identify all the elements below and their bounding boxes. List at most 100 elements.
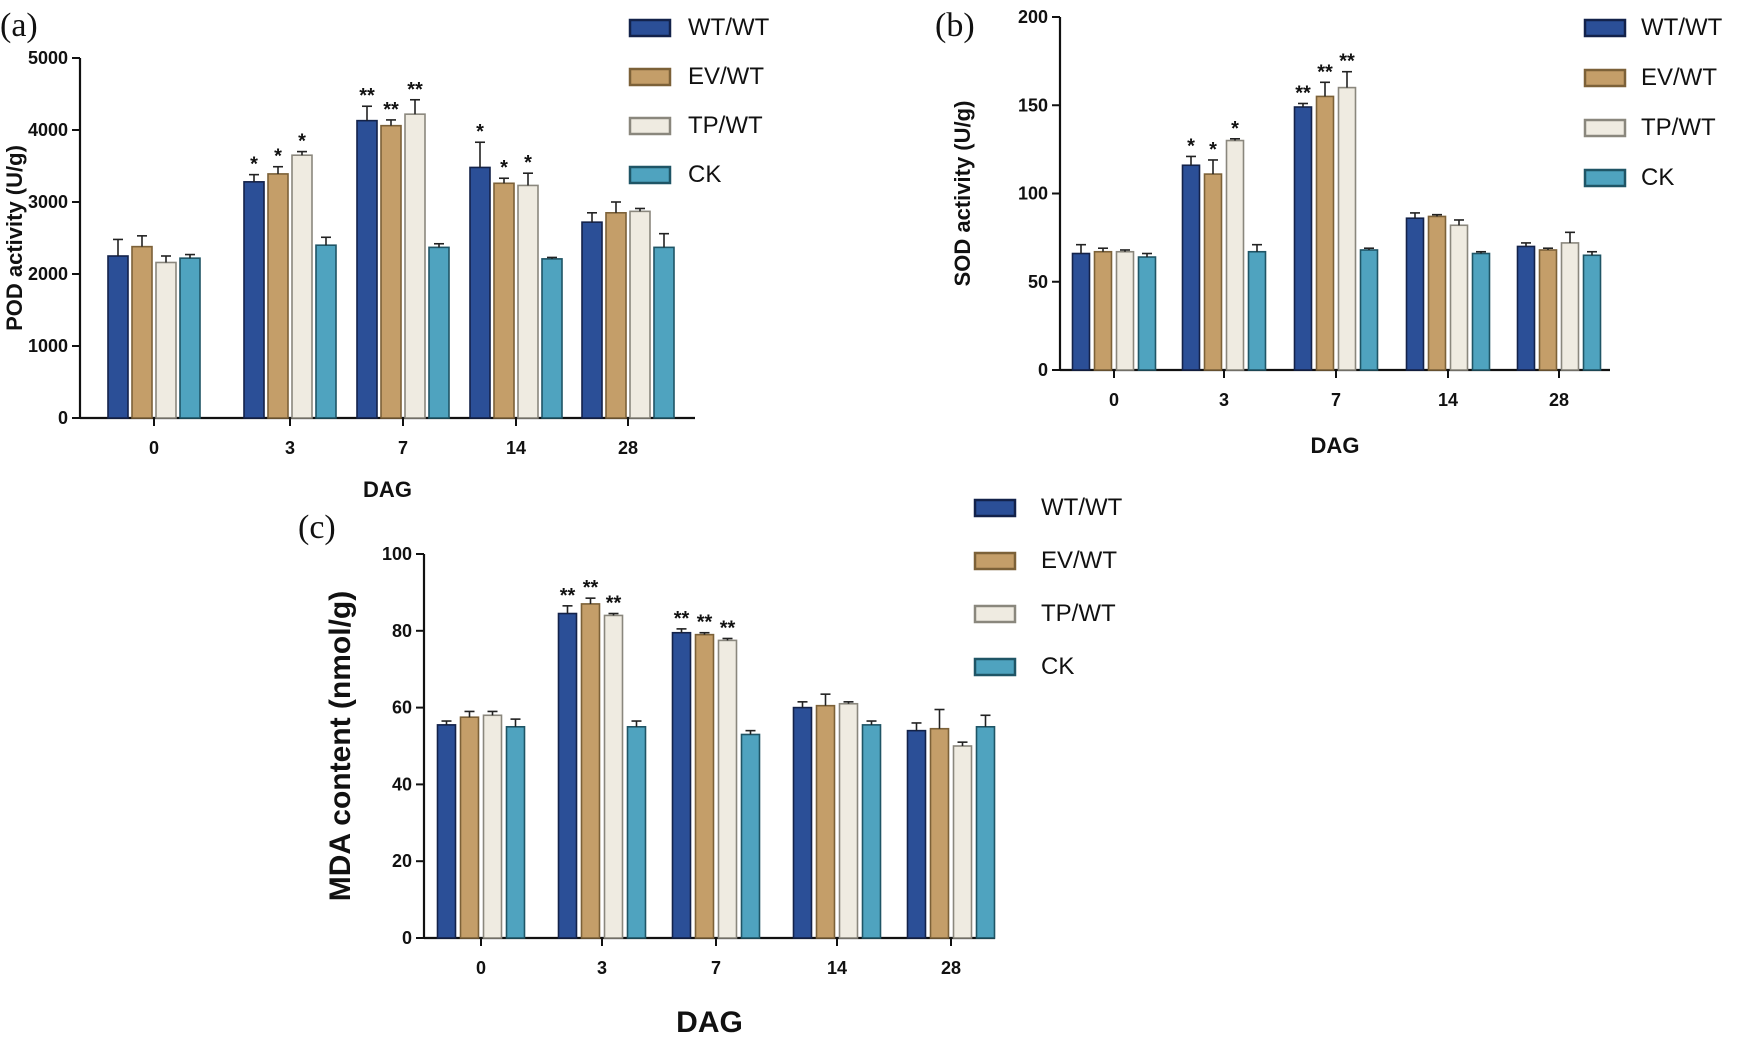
y-tick-label: 100 (382, 544, 412, 564)
bar (428, 246, 450, 419)
bar (482, 714, 503, 939)
x-tick-label: 3 (1219, 390, 1229, 410)
significance-marker: ** (583, 577, 599, 599)
significance-marker: ** (1317, 61, 1333, 83)
bar (1293, 106, 1313, 371)
legend-swatch (628, 18, 672, 38)
significance-marker: * (274, 146, 282, 168)
y-tick-label: 20 (392, 851, 412, 871)
legend-swatch (1583, 168, 1627, 188)
significance-marker: ** (359, 85, 375, 107)
bar (671, 631, 692, 939)
bar (436, 724, 457, 939)
bar (517, 184, 539, 419)
y-tick-label: 40 (392, 774, 412, 794)
x-tick-label: 28 (618, 438, 638, 458)
y-tick-label: 5000 (28, 48, 68, 68)
legend-label: WT/WT (1641, 14, 1723, 41)
legend-swatch (1583, 68, 1627, 88)
y-tick-label: 0 (402, 928, 412, 948)
legend-label: CK (1641, 164, 1674, 191)
significance-marker: * (1231, 118, 1239, 140)
x-tick-label: 0 (476, 958, 486, 978)
bar (243, 181, 265, 419)
bar (1405, 217, 1425, 371)
bar (975, 725, 996, 939)
x-tick-label: 7 (711, 958, 721, 978)
significance-marker: * (524, 152, 532, 174)
significance-marker: * (476, 121, 484, 143)
x-tick-label: 0 (1109, 390, 1119, 410)
significance-marker: ** (1295, 82, 1311, 104)
legend-label: EV/WT (1641, 64, 1717, 91)
legend-swatch (973, 657, 1017, 677)
bar (1315, 95, 1335, 371)
bar (1225, 139, 1245, 371)
x-tick-label: 7 (398, 438, 408, 458)
significance-marker: ** (560, 585, 576, 607)
significance-marker: ** (697, 612, 713, 634)
bar (815, 704, 836, 939)
bar (1337, 86, 1357, 371)
x-tick-label: 7 (1331, 390, 1341, 410)
legend-swatch (628, 165, 672, 185)
legend-swatch (973, 551, 1017, 571)
bar (1516, 245, 1536, 371)
x-axis-title: DAG (1311, 433, 1360, 458)
significance-marker: * (250, 154, 258, 176)
legend-label: WT/WT (1041, 494, 1123, 521)
legend-swatch (1583, 18, 1627, 38)
bar (581, 221, 603, 419)
bar (1560, 242, 1580, 371)
bar (653, 246, 675, 419)
bar (603, 614, 624, 939)
bar (861, 724, 882, 939)
bar (580, 603, 601, 939)
x-tick-label: 28 (941, 958, 961, 978)
y-tick-label: 2000 (28, 264, 68, 284)
bar (179, 257, 201, 419)
x-tick-label: 14 (827, 958, 847, 978)
y-tick-label: 0 (58, 408, 68, 428)
y-axis-title: MDA content (nmol/g) (324, 591, 357, 902)
y-tick-label: 0 (1038, 360, 1048, 380)
bar (1137, 256, 1157, 371)
bar (469, 166, 491, 419)
legend-swatch (973, 604, 1017, 624)
y-tick-label: 50 (1028, 272, 1048, 292)
bar (929, 727, 950, 939)
legend-label: TP/WT (1641, 114, 1716, 141)
bar (626, 725, 647, 939)
y-tick-label: 3000 (28, 192, 68, 212)
bar (356, 119, 378, 419)
y-tick-label: 150 (1018, 95, 1048, 115)
legend-label: EV/WT (1041, 547, 1117, 574)
y-tick-label: 60 (392, 698, 412, 718)
x-axis-title: DAG (676, 1006, 743, 1039)
bar (717, 639, 738, 939)
bar (107, 255, 129, 419)
x-tick-label: 3 (285, 438, 295, 458)
bar (740, 733, 761, 939)
bar (1181, 164, 1201, 371)
bar (493, 182, 515, 419)
panel-label: (b) (935, 7, 975, 44)
bar (1071, 252, 1091, 371)
x-tick-label: 14 (1438, 390, 1458, 410)
x-axis-title: DAG (363, 477, 412, 502)
bar (291, 154, 313, 419)
x-tick-label: 0 (149, 438, 159, 458)
bar (557, 612, 578, 939)
legend-swatch (628, 67, 672, 87)
legend-label: CK (688, 161, 721, 188)
significance-marker: ** (606, 593, 622, 615)
y-tick-label: 100 (1018, 184, 1048, 204)
bar (267, 173, 289, 419)
y-tick-label: 1000 (28, 336, 68, 356)
bar (1538, 249, 1558, 371)
legend-label: TP/WT (688, 112, 763, 139)
bar (694, 633, 715, 939)
significance-marker: ** (674, 608, 690, 630)
bar (541, 258, 563, 419)
